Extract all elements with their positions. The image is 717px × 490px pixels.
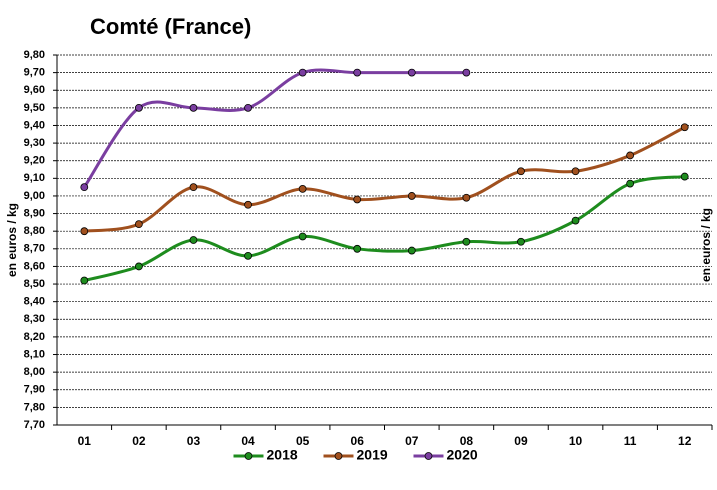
x-tick-label: 04 [241,434,255,448]
y-tick-label: 9,50 [24,102,45,114]
y-tick-label: 8,50 [24,278,45,290]
y-axis-label-right: en euros / kg [699,208,713,282]
point [244,103,252,112]
x-tick-label: 12 [678,434,692,448]
point [353,195,362,204]
point [571,216,580,225]
y-tick-label: 7,70 [24,419,45,431]
x-tick-label: 02 [132,434,146,448]
point [298,68,307,77]
point [134,103,143,112]
point [80,276,89,285]
point [626,151,635,160]
point [189,236,198,244]
series-line [83,68,467,188]
legend-label: 2018 [267,447,298,463]
point [80,183,89,192]
y-tick-label: 9,10 [24,172,45,184]
y-tick-label: 9,30 [24,137,45,149]
series-line [83,175,685,282]
point [407,246,416,255]
x-tick-label: 03 [187,434,201,448]
x-tick-label: 06 [351,434,365,448]
y-axis-label: en euros / kg [5,203,19,277]
point [134,220,143,229]
point [244,251,252,260]
point [134,262,143,271]
point [353,68,362,77]
y-tick-label: 8,70 [24,243,45,255]
point [462,237,471,246]
x-tick-label: 01 [78,434,92,448]
point [298,185,307,193]
legend-marker [244,452,253,460]
x-tick-label: 10 [569,434,583,448]
y-tick-label: 8,60 [24,260,45,272]
y-tick-label: 9,80 [24,49,45,61]
y-tick-label: 8,10 [24,348,45,360]
legend-label: 2019 [357,447,388,463]
y-tick-label: 9,20 [24,155,45,167]
x-tick-label: 05 [296,434,310,448]
point [517,237,525,246]
y-tick-label: 8,00 [24,366,45,378]
x-tick-label: 09 [514,434,528,448]
point [517,167,525,176]
point [407,68,416,77]
point [353,244,362,253]
point [680,172,689,181]
point [189,103,198,112]
point [189,183,198,192]
point [462,68,471,77]
y-tick-label: 9,40 [24,119,45,131]
y-tick-label: 8,40 [24,296,45,308]
y-tick-label: 8,30 [24,313,45,325]
y-tick-label: 9,60 [24,84,45,96]
point [571,167,580,176]
point [462,193,471,202]
legend-label: 2020 [447,447,478,463]
point [298,232,307,241]
legend-marker [334,452,343,460]
y-tick-label: 9,70 [24,67,45,79]
y-tick-label: 8,80 [24,225,45,237]
chart-title: Comté (France) [90,14,251,39]
y-tick-label: 8,20 [24,331,45,343]
x-tick-label: 07 [405,434,419,448]
point [680,123,689,132]
x-tick-label: 11 [624,434,637,448]
y-tick-label: 8,90 [24,207,45,219]
y-tick-label: 9,00 [24,190,45,202]
point [244,200,252,209]
x-tick-label: 08 [460,434,474,448]
y-tick-label: 7,90 [24,384,45,396]
legend-marker [424,452,433,460]
point [626,179,635,188]
y-tick-label: 7,80 [24,401,45,413]
point [80,227,89,236]
point [407,192,416,200]
